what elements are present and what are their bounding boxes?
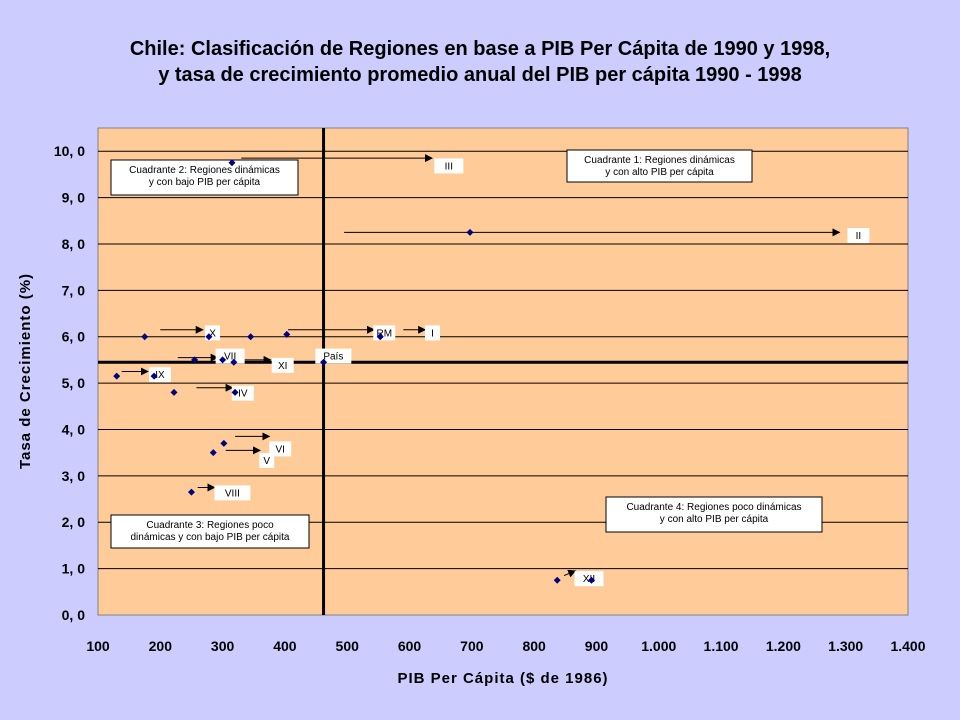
y-tick-label-9: 9, 0 <box>62 190 86 206</box>
quadrant-1-line-1: Cuadrante 1: Regiones dinámicas <box>584 155 735 166</box>
y-tick-label-6: 6, 0 <box>62 329 86 345</box>
region-label-9: IV <box>238 389 248 400</box>
region-label-5: VII <box>224 352 236 363</box>
x-tick-label-11: 1.200 <box>766 638 801 654</box>
data-point-6 <box>376 333 384 341</box>
data-point-18 <box>553 576 561 584</box>
x-tick-label-2: 300 <box>211 638 235 654</box>
region-label-box-11 <box>259 452 275 468</box>
region-labels: IIIIIXRMIVIIXIPaísIXIVVIVVIIIXII <box>148 158 870 587</box>
x-tick-label-6: 700 <box>460 638 484 654</box>
y-tick-label-7: 7, 0 <box>62 282 86 298</box>
region-label-box-9 <box>231 385 254 401</box>
x-tick-label-3: 400 <box>273 638 297 654</box>
data-point-15 <box>220 439 228 447</box>
data-points <box>113 159 595 584</box>
quadrant-4-line-1: Cuadrante 4: Regiones poco dinámicas <box>626 502 801 513</box>
quadrant-3-line-2: dinámicas y con bajo PIB per cápita <box>131 532 290 543</box>
x-tick-label-7: 800 <box>522 638 546 654</box>
region-label-8: IX <box>155 370 165 381</box>
data-point-7 <box>191 356 199 364</box>
data-point-9 <box>230 358 238 366</box>
data-point-4 <box>247 333 255 341</box>
x-tick-label-0: 100 <box>86 638 110 654</box>
region-label-12: VIII <box>225 488 240 499</box>
region-label-3: RM <box>376 328 392 339</box>
quadrant-box-2 <box>110 159 299 196</box>
y-tick-label-4: 4, 0 <box>62 421 86 437</box>
region-label-box-10 <box>269 441 292 457</box>
x-axis-ticks: 100 200 300 400 500 600 700 800 900 1.000 1.100 1.2… <box>86 638 925 654</box>
data-point-16 <box>209 449 217 457</box>
data-point-19 <box>587 576 595 584</box>
quadrant-2-line-2: y con bajo PIB per cápita <box>149 177 261 188</box>
y-tick-label-3: 3, 0 <box>62 468 86 484</box>
data-point-2 <box>141 333 149 341</box>
data-point-5 <box>283 330 291 338</box>
region-label-11: V <box>263 456 270 467</box>
data-point-1 <box>466 228 474 236</box>
y-axis-ticks: 0, 0 1, 0 2, 0 3, 0 4, 0 5, 0 6, 0 7, 0 8, 0 9, 0… <box>54 143 85 623</box>
data-point-17 <box>187 488 195 496</box>
quadrant-box-1 <box>566 149 753 183</box>
x-tick-label-12: 1.300 <box>828 638 863 654</box>
region-label-10: VI <box>275 444 284 455</box>
region-label-box-4 <box>424 325 440 341</box>
y-tick-label-2: 2, 0 <box>62 514 86 530</box>
region-label-box-12 <box>214 485 251 501</box>
x-tick-label-13: 1.400 <box>890 638 925 654</box>
region-label-4: I <box>431 328 434 339</box>
x-axis-label: PIB Per Cápita ($ de 1986) <box>397 670 608 687</box>
region-arrow-13 <box>563 569 577 578</box>
data-point-3 <box>205 333 213 341</box>
region-label-box-13 <box>574 571 604 587</box>
quadrant-4-line-2: y con alto PIB per cápita <box>660 514 769 525</box>
quadrant-box-4 <box>605 496 823 533</box>
data-point-10 <box>320 358 328 366</box>
quadrant-3-line-1: Cuadrante 3: Regiones poco <box>146 520 274 531</box>
data-point-8 <box>219 356 227 364</box>
grid-lines <box>98 150 908 570</box>
data-point-0 <box>228 159 236 167</box>
region-label-box-6 <box>271 357 294 373</box>
y-tick-label-10: 10, 0 <box>54 143 85 159</box>
region-label-6: XI <box>278 361 287 372</box>
quadrant-2-line-1: Cuadrante 2: Regiones dinámicas <box>129 165 280 176</box>
region-label-1: II <box>856 231 862 242</box>
region-label-box-0 <box>434 158 464 174</box>
x-tick-label-8: 900 <box>585 638 609 654</box>
region-label-box-1 <box>847 227 870 243</box>
chart-title-line-2: y tasa de crecimiento promedio anual del… <box>158 64 802 86</box>
region-label-2: X <box>209 328 216 339</box>
x-tick-label-4: 500 <box>336 638 360 654</box>
data-point-11 <box>113 372 121 380</box>
quadrant-box-3 <box>110 514 310 549</box>
chart-title: Chile: Clasificación de Regiones en base… <box>0 36 960 88</box>
quadrant-1-line-2: y con alto PIB per cápita <box>605 167 714 178</box>
chart-title-line-1: Chile: Clasificación de Regiones en base… <box>129 38 831 60</box>
data-point-14 <box>231 388 239 396</box>
y-tick-label-5: 5, 0 <box>62 375 86 391</box>
y-axis-label: Tasa de Crecimiento (%) <box>17 273 34 469</box>
data-point-13 <box>170 388 178 396</box>
x-tick-label-10: 1.100 <box>704 638 739 654</box>
region-label-0: III <box>445 161 453 172</box>
x-tick-label-9: 1.000 <box>641 638 676 654</box>
y-tick-label-0: 0, 0 <box>62 607 86 623</box>
y-tick-label-1: 1, 0 <box>62 561 86 577</box>
region-arrows <box>121 154 841 578</box>
y-tick-label-8: 8, 0 <box>62 236 86 252</box>
region-label-7: País <box>323 352 343 363</box>
x-tick-label-5: 600 <box>398 638 422 654</box>
x-tick-label-1: 200 <box>149 638 173 654</box>
data-point-12 <box>150 372 158 380</box>
